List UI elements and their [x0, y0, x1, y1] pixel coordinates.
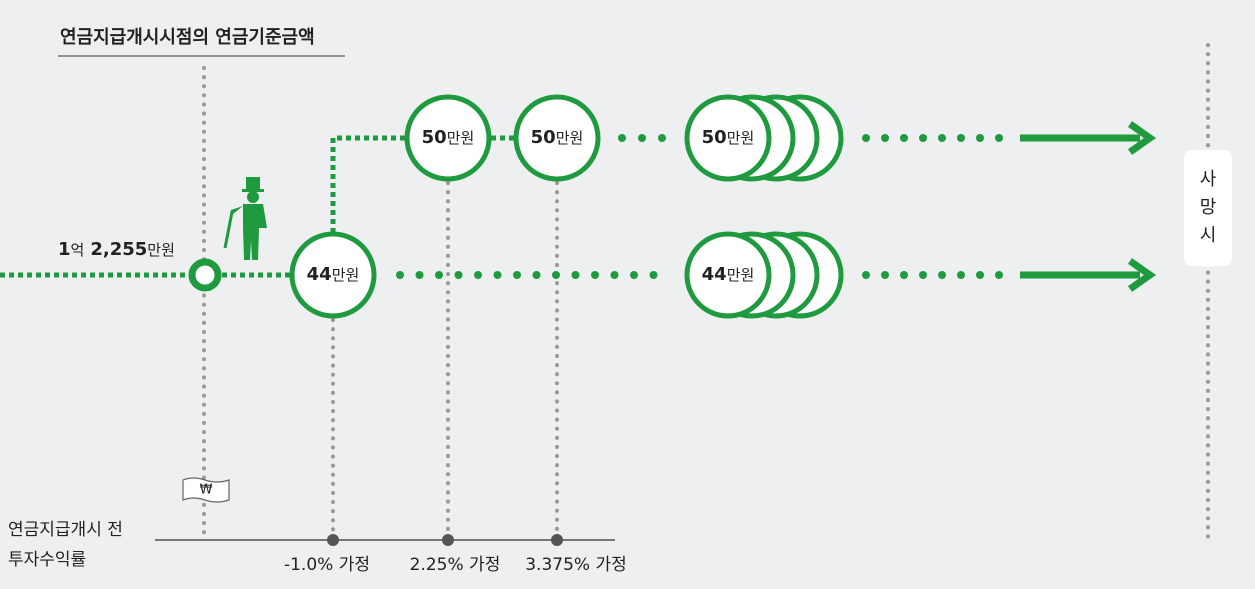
green-dot — [995, 271, 1003, 279]
green-dot — [976, 271, 984, 279]
amount-label: 44만원 — [307, 264, 360, 285]
death-char: 망 — [1200, 197, 1217, 218]
green-dot — [862, 271, 870, 279]
axis-label: 연금지급개시 전 — [8, 520, 123, 540]
green-dot — [493, 271, 502, 279]
green-dot — [435, 271, 443, 279]
start-ring — [188, 258, 222, 292]
amount-unit: 만원 — [727, 129, 755, 147]
green-dot — [881, 134, 889, 142]
axis-point-label: 3.375% 가정 — [525, 555, 627, 575]
axis-point — [442, 534, 454, 546]
green-dot — [610, 271, 619, 279]
death-box — [1184, 150, 1232, 266]
green-dot — [976, 134, 984, 142]
amount-number: 44 — [307, 264, 332, 285]
green-dot — [900, 271, 908, 279]
green-dot — [552, 271, 560, 279]
start-amount: 1억 2,255만원 — [58, 239, 175, 260]
amount-part: 1 — [58, 239, 71, 260]
death-char: 시 — [1200, 225, 1217, 246]
amount-number: 50 — [531, 127, 556, 148]
amount-circle — [684, 94, 772, 182]
green-dot — [591, 271, 599, 279]
axis-point-label: 2.25% 가정 — [410, 555, 501, 575]
green-dot — [938, 134, 946, 142]
man-icon — [223, 177, 267, 260]
green-dot — [957, 271, 965, 279]
green-line — [330, 135, 406, 233]
green-dot — [957, 134, 965, 142]
amount-number: 44 — [702, 264, 727, 285]
green-dot — [474, 271, 482, 279]
green-dot — [900, 134, 908, 142]
green-dot — [396, 271, 404, 279]
amount-circle — [289, 231, 377, 319]
axis-point-label: -1.0% 가정 — [284, 555, 370, 575]
green-dot — [658, 134, 666, 142]
amount-part: 억 — [71, 241, 85, 259]
dots — [396, 134, 1003, 279]
amount-unit: 만원 — [727, 266, 755, 284]
axis-point — [327, 534, 339, 546]
amount-label: 50만원 — [422, 127, 475, 148]
green-dot — [995, 134, 1003, 142]
amount-number: 50 — [422, 127, 447, 148]
green-dot — [630, 271, 638, 279]
green-dot — [881, 271, 889, 279]
bill-symbol: ₩ — [200, 483, 213, 498]
green-dot — [571, 271, 580, 279]
amount-label: 50만원 — [702, 127, 755, 148]
green-dot — [454, 271, 463, 279]
green-dot — [513, 271, 521, 279]
title: 연금지급개시시점의 연금기준금액 — [60, 27, 315, 48]
green-dot — [919, 271, 927, 279]
amount-unit: 만원 — [447, 129, 475, 147]
green-dot — [618, 134, 626, 142]
amount-circle — [513, 94, 601, 182]
amount-circle — [404, 94, 492, 182]
green-dot — [862, 134, 870, 142]
axis-label: 투자수익률 — [8, 550, 86, 570]
axis-point — [551, 534, 563, 546]
amount-part: 만원 — [147, 241, 175, 259]
amount-label: 50만원 — [531, 127, 584, 148]
arrow-head — [1127, 258, 1157, 292]
bill-icon: ₩ — [182, 477, 230, 503]
amount-circle — [684, 231, 772, 319]
green-dot — [649, 271, 658, 279]
death-char: 사 — [1200, 169, 1217, 190]
arrow-head — [1127, 121, 1157, 155]
amount-label: 44만원 — [702, 264, 755, 285]
amount-part: 2,255 — [90, 239, 147, 260]
amount-unit: 만원 — [332, 266, 360, 284]
amount-number: 50 — [702, 127, 727, 148]
green-dot — [938, 271, 946, 279]
green-dot — [415, 271, 424, 279]
green-dot — [532, 271, 541, 279]
green-dot — [919, 134, 927, 142]
amount-unit: 만원 — [556, 129, 584, 147]
green-dot — [638, 134, 646, 142]
